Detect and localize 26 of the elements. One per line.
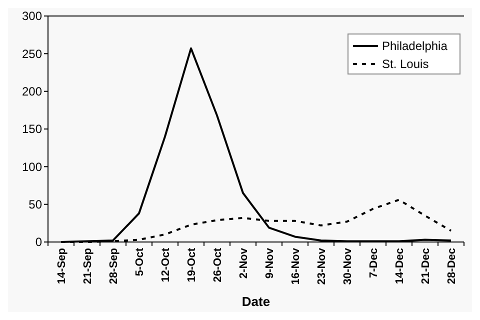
- x-tick-label: 9-Nov: [264, 247, 276, 279]
- x-tick-label: 14-Sep: [56, 248, 68, 284]
- y-tick-label: 300: [22, 9, 42, 24]
- x-tick-label: 21-Sep: [82, 248, 94, 284]
- x-tick-label: 12-Oct: [160, 248, 172, 282]
- y-tick-label: 200: [22, 84, 42, 99]
- x-tick-label: 30-Nov: [342, 247, 354, 285]
- y-tick-label: 250: [22, 46, 42, 61]
- x-tick-label: 7-Dec: [368, 248, 380, 278]
- x-tick-label: 21-Dec: [420, 248, 432, 284]
- y-tick-label: 0: [35, 235, 42, 250]
- y-tick-label: 150: [22, 122, 42, 136]
- x-tick-label: 19-Oct: [186, 248, 198, 282]
- legend-label: Philadelphia: [382, 39, 448, 54]
- x-tick-label: 28-Dec: [446, 248, 458, 284]
- x-tick-label: 26-Oct: [212, 248, 224, 282]
- x-tick-label: 5-Oct: [134, 248, 146, 276]
- x-tick-label: 2-Nov: [238, 247, 250, 279]
- x-tick-label: 23-Nov: [316, 247, 328, 285]
- y-tick-label: 100: [22, 160, 42, 174]
- x-axis-title: Date: [242, 294, 270, 309]
- x-tick-label: 14-Dec: [394, 248, 406, 284]
- legend-label: St. Louis: [382, 57, 429, 72]
- y-tick-label: 50: [28, 198, 42, 212]
- x-tick-label: 16-Nov: [290, 247, 302, 285]
- x-tick-label: 28-Sep: [108, 248, 120, 284]
